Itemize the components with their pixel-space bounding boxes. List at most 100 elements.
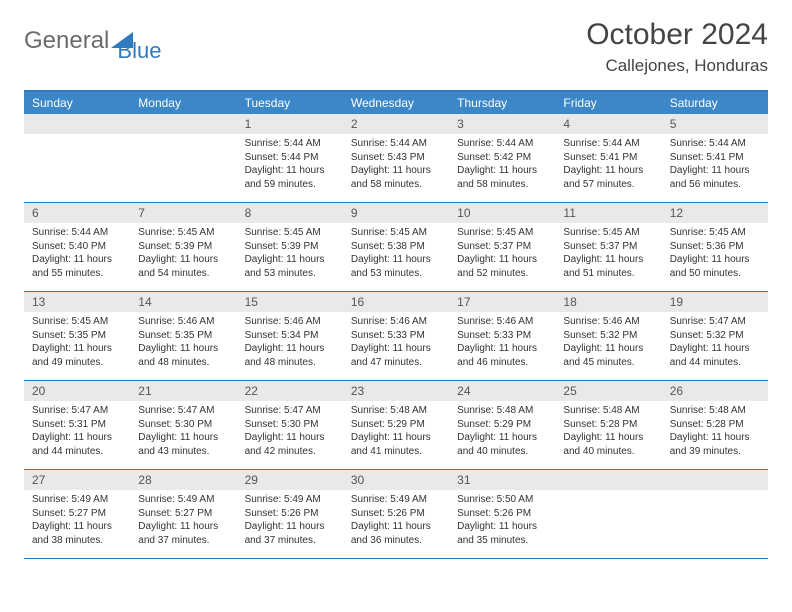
day-number: 16 — [343, 292, 449, 312]
sunrise-line: Sunrise: 5:47 AM — [670, 315, 760, 329]
sunset-line: Sunset: 5:34 PM — [245, 329, 335, 343]
daylight-line: Daylight: 11 hours and 53 minutes. — [245, 253, 335, 280]
sunrise-line: Sunrise: 5:44 AM — [351, 137, 441, 151]
daylight-line: Daylight: 11 hours and 57 minutes. — [563, 164, 653, 191]
day-cell: 29Sunrise: 5:49 AMSunset: 5:26 PMDayligh… — [237, 470, 343, 558]
day-number: 19 — [662, 292, 768, 312]
day-number: 18 — [555, 292, 661, 312]
day-data: Sunrise: 5:45 AMSunset: 5:35 PMDaylight:… — [24, 312, 130, 375]
daylight-line: Daylight: 11 hours and 51 minutes. — [563, 253, 653, 280]
day-number: 1 — [237, 114, 343, 134]
sunset-line: Sunset: 5:33 PM — [457, 329, 547, 343]
sunset-line: Sunset: 5:41 PM — [670, 151, 760, 165]
day-number: 4 — [555, 114, 661, 134]
sunset-line: Sunset: 5:29 PM — [351, 418, 441, 432]
day-cell: 16Sunrise: 5:46 AMSunset: 5:33 PMDayligh… — [343, 292, 449, 380]
sunset-line: Sunset: 5:28 PM — [670, 418, 760, 432]
sunrise-line: Sunrise: 5:45 AM — [457, 226, 547, 240]
day-data: Sunrise: 5:48 AMSunset: 5:28 PMDaylight:… — [555, 401, 661, 464]
sunset-line: Sunset: 5:35 PM — [32, 329, 122, 343]
daylight-line: Daylight: 11 hours and 54 minutes. — [138, 253, 228, 280]
logo-text-general: General — [24, 27, 109, 55]
sunrise-line: Sunrise: 5:47 AM — [32, 404, 122, 418]
sunset-line: Sunset: 5:26 PM — [351, 507, 441, 521]
day-cell: 2Sunrise: 5:44 AMSunset: 5:43 PMDaylight… — [343, 114, 449, 202]
day-cell: 25Sunrise: 5:48 AMSunset: 5:28 PMDayligh… — [555, 381, 661, 469]
daylight-line: Daylight: 11 hours and 44 minutes. — [670, 342, 760, 369]
day-data: Sunrise: 5:48 AMSunset: 5:28 PMDaylight:… — [662, 401, 768, 464]
day-header: Monday — [130, 92, 236, 114]
week-row: 27Sunrise: 5:49 AMSunset: 5:27 PMDayligh… — [24, 470, 768, 559]
sunrise-line: Sunrise: 5:44 AM — [563, 137, 653, 151]
sunset-line: Sunset: 5:44 PM — [245, 151, 335, 165]
day-header: Friday — [555, 92, 661, 114]
day-header: Wednesday — [343, 92, 449, 114]
sunrise-line: Sunrise: 5:49 AM — [245, 493, 335, 507]
day-cell: 3Sunrise: 5:44 AMSunset: 5:42 PMDaylight… — [449, 114, 555, 202]
day-cell: 28Sunrise: 5:49 AMSunset: 5:27 PMDayligh… — [130, 470, 236, 558]
sunrise-line: Sunrise: 5:46 AM — [457, 315, 547, 329]
sunset-line: Sunset: 5:36 PM — [670, 240, 760, 254]
month-title: October 2024 — [586, 18, 768, 52]
day-cell: 19Sunrise: 5:47 AMSunset: 5:32 PMDayligh… — [662, 292, 768, 380]
daylight-line: Daylight: 11 hours and 49 minutes. — [32, 342, 122, 369]
day-number: 25 — [555, 381, 661, 401]
day-data: Sunrise: 5:44 AMSunset: 5:44 PMDaylight:… — [237, 134, 343, 197]
sunset-line: Sunset: 5:27 PM — [32, 507, 122, 521]
day-data: Sunrise: 5:46 AMSunset: 5:33 PMDaylight:… — [343, 312, 449, 375]
day-cell: 1Sunrise: 5:44 AMSunset: 5:44 PMDaylight… — [237, 114, 343, 202]
location: Callejones, Honduras — [586, 56, 768, 76]
sunrise-line: Sunrise: 5:50 AM — [457, 493, 547, 507]
day-cell: 20Sunrise: 5:47 AMSunset: 5:31 PMDayligh… — [24, 381, 130, 469]
sunset-line: Sunset: 5:43 PM — [351, 151, 441, 165]
day-cell: 18Sunrise: 5:46 AMSunset: 5:32 PMDayligh… — [555, 292, 661, 380]
sunrise-line: Sunrise: 5:45 AM — [138, 226, 228, 240]
day-data: Sunrise: 5:47 AMSunset: 5:31 PMDaylight:… — [24, 401, 130, 464]
day-number: 21 — [130, 381, 236, 401]
daylight-line: Daylight: 11 hours and 48 minutes. — [138, 342, 228, 369]
empty-cell — [130, 114, 236, 202]
day-cell: 5Sunrise: 5:44 AMSunset: 5:41 PMDaylight… — [662, 114, 768, 202]
sunset-line: Sunset: 5:30 PM — [245, 418, 335, 432]
sunrise-line: Sunrise: 5:45 AM — [351, 226, 441, 240]
day-number: 10 — [449, 203, 555, 223]
day-header: Saturday — [662, 92, 768, 114]
day-number — [130, 114, 236, 134]
daylight-line: Daylight: 11 hours and 47 minutes. — [351, 342, 441, 369]
day-data: Sunrise: 5:44 AMSunset: 5:41 PMDaylight:… — [555, 134, 661, 197]
daylight-line: Daylight: 11 hours and 53 minutes. — [351, 253, 441, 280]
daylight-line: Daylight: 11 hours and 55 minutes. — [32, 253, 122, 280]
sunset-line: Sunset: 5:27 PM — [138, 507, 228, 521]
sunrise-line: Sunrise: 5:49 AM — [138, 493, 228, 507]
title-block: October 2024 Callejones, Honduras — [586, 18, 768, 76]
day-number: 9 — [343, 203, 449, 223]
day-cell: 15Sunrise: 5:46 AMSunset: 5:34 PMDayligh… — [237, 292, 343, 380]
day-data: Sunrise: 5:49 AMSunset: 5:27 PMDaylight:… — [130, 490, 236, 553]
sunset-line: Sunset: 5:26 PM — [457, 507, 547, 521]
day-cell: 8Sunrise: 5:45 AMSunset: 5:39 PMDaylight… — [237, 203, 343, 291]
day-header: Thursday — [449, 92, 555, 114]
day-data: Sunrise: 5:49 AMSunset: 5:26 PMDaylight:… — [237, 490, 343, 553]
daylight-line: Daylight: 11 hours and 40 minutes. — [563, 431, 653, 458]
day-number: 24 — [449, 381, 555, 401]
sunset-line: Sunset: 5:28 PM — [563, 418, 653, 432]
sunset-line: Sunset: 5:39 PM — [245, 240, 335, 254]
day-header: Tuesday — [237, 92, 343, 114]
logo-text-blue: Blue — [117, 38, 161, 64]
day-number: 30 — [343, 470, 449, 490]
sunrise-line: Sunrise: 5:45 AM — [563, 226, 653, 240]
sunrise-line: Sunrise: 5:44 AM — [457, 137, 547, 151]
day-cell: 27Sunrise: 5:49 AMSunset: 5:27 PMDayligh… — [24, 470, 130, 558]
day-data: Sunrise: 5:48 AMSunset: 5:29 PMDaylight:… — [343, 401, 449, 464]
daylight-line: Daylight: 11 hours and 43 minutes. — [138, 431, 228, 458]
calendar: SundayMondayTuesdayWednesdayThursdayFrid… — [24, 90, 768, 559]
sunrise-line: Sunrise: 5:46 AM — [351, 315, 441, 329]
week-row: 1Sunrise: 5:44 AMSunset: 5:44 PMDaylight… — [24, 114, 768, 203]
day-cell: 17Sunrise: 5:46 AMSunset: 5:33 PMDayligh… — [449, 292, 555, 380]
sunset-line: Sunset: 5:37 PM — [457, 240, 547, 254]
sunset-line: Sunset: 5:38 PM — [351, 240, 441, 254]
week-row: 20Sunrise: 5:47 AMSunset: 5:31 PMDayligh… — [24, 381, 768, 470]
day-number: 11 — [555, 203, 661, 223]
daylight-line: Daylight: 11 hours and 44 minutes. — [32, 431, 122, 458]
day-data: Sunrise: 5:44 AMSunset: 5:40 PMDaylight:… — [24, 223, 130, 286]
